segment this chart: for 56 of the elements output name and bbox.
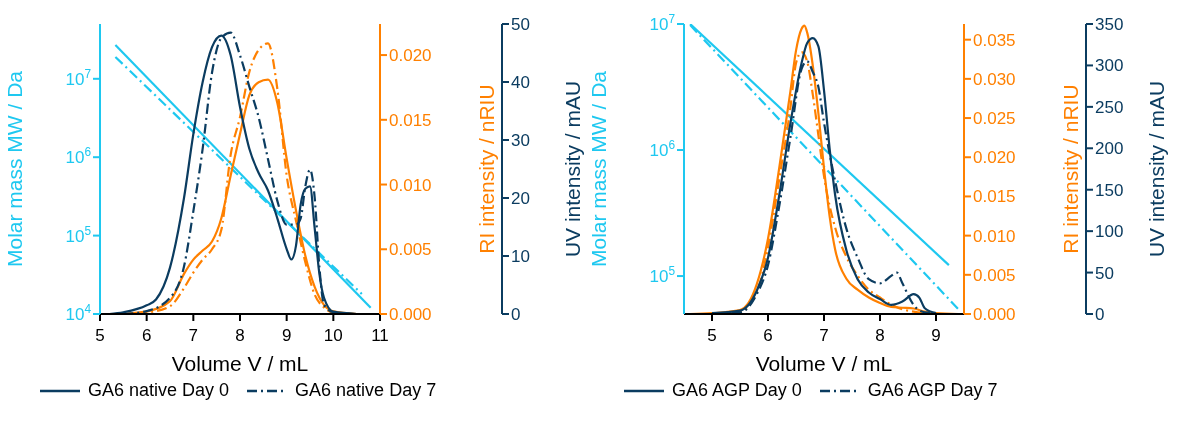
y-tick-label: 10$^{5}$ (649, 264, 676, 287)
x-tick-label: 9 (281, 326, 292, 345)
x-tick-label: 10 (323, 326, 343, 345)
y3-axis-title: UV intensity / mAU (561, 80, 584, 258)
x-tick-label: 8 (875, 326, 885, 345)
y3-tick-label: 250 (1095, 97, 1124, 117)
legend-label: GA6 AGP Day 0 (672, 380, 802, 401)
y2-tick-label: 0.005 (973, 265, 1016, 285)
y3-tick-label: 100 (1095, 222, 1124, 242)
y-tick-label: 10$^{7}$ (65, 66, 92, 89)
y3-tick-label: 30 (511, 131, 530, 150)
y3-tick-label: 10 (511, 247, 530, 266)
legend-label: GA6 native Day 0 (88, 380, 230, 401)
x-tick-label: 7 (188, 326, 199, 345)
y-tick-label: 10$^{6}$ (649, 138, 676, 161)
y3-tick-label: 50 (511, 15, 530, 34)
y2-tick-label: 0.010 (389, 175, 432, 195)
x-tick-label: 5 (707, 326, 717, 345)
x-tick-label: 6 (141, 326, 152, 345)
y-tick-label: 10$^{4}$ (65, 302, 92, 324)
y2-tick-label: 0.000 (389, 305, 432, 324)
y2-tick-label: 0.020 (389, 46, 432, 66)
y-tick-label: 10$^{5}$ (65, 223, 92, 246)
y2-tick-label: 0.030 (973, 69, 1016, 89)
x-axis-title: Volume V / mL (755, 352, 893, 375)
x-tick-label: 8 (235, 326, 245, 345)
x-tick-label: 11 (371, 326, 389, 345)
y3-tick-label: 20 (511, 189, 530, 208)
x-tick-label: 7 (819, 326, 829, 345)
legend-label: GA6 native Day 7 (295, 380, 437, 401)
y-tick-label: 10$^{7}$ (649, 12, 676, 34)
y2-axis-title: RI intensity / nRIU (1059, 84, 1082, 254)
x-axis-title: Volume V / mL (171, 352, 309, 375)
y2-tick-label: 0.015 (973, 187, 1016, 207)
y2-axis-title: RI intensity / nRIU (475, 84, 498, 254)
y3-tick-label: 300 (1095, 56, 1124, 76)
y2-tick-label: 0.020 (973, 148, 1016, 168)
y3-tick-label: 200 (1095, 139, 1124, 159)
x-tick-label: 6 (763, 326, 773, 345)
x-tick-label: 5 (95, 326, 105, 345)
y3-tick-label: 40 (511, 73, 530, 92)
y2-tick-label: 0.010 (973, 226, 1016, 246)
legend-label: GA6 AGP Day 7 (867, 380, 998, 401)
y2-tick-label: 0.035 (973, 30, 1016, 50)
y2-tick-label: 0.005 (389, 240, 432, 260)
y3-tick-label: 0 (1095, 305, 1105, 324)
y3-tick-label: 0 (511, 305, 521, 324)
y2-tick-label: 0.000 (973, 305, 1016, 324)
y3-axis-title: UV intensity / mAU (1145, 80, 1168, 258)
y3-tick-label: 150 (1095, 180, 1124, 200)
y2-tick-label: 0.015 (389, 110, 432, 130)
y3-tick-label: 350 (1095, 15, 1124, 34)
y2-tick-label: 0.025 (973, 109, 1016, 129)
x-tick-label: 9 (931, 326, 941, 345)
y-tick-label: 10$^{6}$ (65, 145, 92, 168)
y3-tick-label: 50 (1095, 263, 1114, 283)
